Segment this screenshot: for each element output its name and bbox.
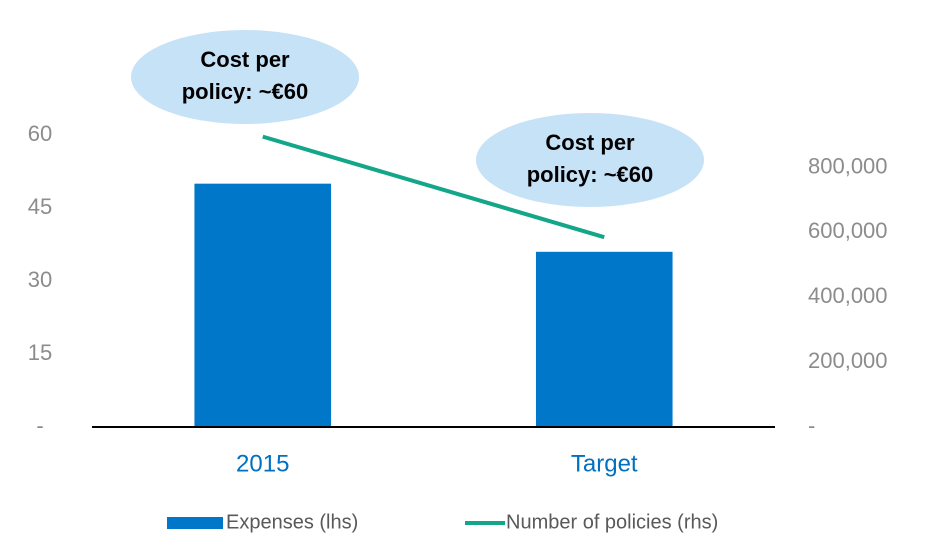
legend-swatch <box>167 517 223 529</box>
y-tick-label: 45 <box>28 194 52 219</box>
bar <box>535 251 673 427</box>
annotation: policy: ~€60 <box>527 162 654 187</box>
y-tick-label: 15 <box>28 340 52 365</box>
legend-label: Number of policies (rhs) <box>506 511 718 533</box>
annotation: Cost per <box>545 130 635 155</box>
annotation: Cost per <box>200 47 290 72</box>
x-tick-label: 2015 <box>236 450 289 477</box>
annotation: policy: ~€60 <box>182 79 309 104</box>
y-tick-label: 30 <box>28 267 52 292</box>
callout-bubble <box>131 30 359 124</box>
y2-tick-label: - <box>808 413 815 438</box>
bar <box>194 183 332 427</box>
line <box>262 134 605 240</box>
x-tick-label: Target <box>571 450 638 477</box>
y-tick-label: 60 <box>28 121 52 146</box>
callout-bubble <box>476 113 704 207</box>
y2-tick-label: 400,000 <box>808 283 888 308</box>
y2-tick-label: 800,000 <box>808 153 888 178</box>
y2-tick-label: 600,000 <box>808 218 888 243</box>
legend-label: Expenses (lhs) <box>226 511 358 533</box>
y2-tick-label: 200,000 <box>808 348 888 373</box>
y-tick-label: - <box>36 413 43 438</box>
